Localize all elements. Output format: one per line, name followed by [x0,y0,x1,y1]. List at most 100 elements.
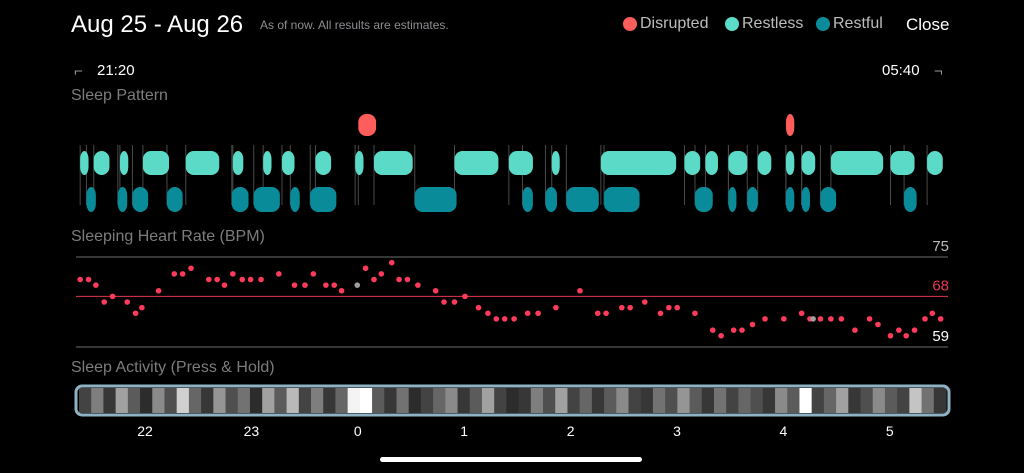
pattern-restful-segment [290,187,300,212]
pattern-restful-segment [747,187,758,212]
hr-point [132,310,139,317]
activity-cell [555,388,569,413]
hr-point [666,304,672,311]
activity-cell [91,388,105,413]
hr-point [553,304,559,311]
hr-point-gray [810,316,816,322]
activity-cell [604,388,617,413]
hr-point [323,282,329,288]
activity-cell [384,388,398,413]
hour-tick-label: 4 [780,423,788,439]
hour-tick-label: 5 [886,423,894,439]
hr-point [603,310,609,317]
activity-cell [921,388,935,413]
hr-point [247,276,254,283]
pattern-restless-segment [93,151,110,175]
activity-cell [506,388,520,413]
pattern-restful-segment [86,187,96,212]
hr-point [535,310,541,317]
pattern-restless-segment [315,151,332,175]
hr-point [911,327,918,333]
end-time: 05:40 [882,62,920,79]
activity-cell [799,388,813,413]
activity-cell [298,388,312,413]
pattern-restful-segment [694,187,713,212]
activity-cell [249,388,263,413]
hr-point [903,332,909,339]
hr-reference-label: 68 [932,277,949,294]
hr-point [362,265,369,272]
pattern-restless-segment [185,151,220,175]
activity-cell [347,388,361,413]
hr-point [171,271,178,277]
pattern-restless-segment [119,151,129,175]
activity-cell [286,388,300,413]
activity-cell [372,388,385,413]
activity-cell [262,388,275,413]
pattern-restless-segment [830,151,884,175]
activity-cell [481,388,495,413]
activity-cell [579,388,593,413]
hr-point [404,276,411,283]
hr-point [657,310,664,317]
activity-cell [616,388,630,413]
activity-cell [274,388,288,413]
sleep-pattern-heading: Sleep Pattern [71,87,168,104]
activity-cell [494,388,507,413]
activity-cell [701,388,715,413]
pattern-restless-segment [373,151,413,175]
activity-cell [445,388,459,413]
hr-point [214,276,220,283]
activity-cell [652,388,666,413]
hr-point [205,276,212,283]
activity-cell [628,388,642,413]
pattern-restful-segment [117,187,128,212]
close-button[interactable]: Close [906,15,950,34]
pattern-restless-segment [757,151,772,175]
pattern-restless-segment [785,151,795,175]
home-indicator[interactable] [380,457,642,462]
hr-point [674,304,680,311]
hr-point [937,316,944,322]
hr-point [730,327,737,333]
hour-tick-label: 22 [137,423,153,439]
pattern-restful-segment [801,187,810,212]
hr-point [441,299,447,305]
hr-point [331,282,338,288]
hr-point [378,271,385,277]
pattern-restful-segment [785,187,795,212]
activity-cell [237,388,251,413]
estimate-note: As of now. All results are estimates. [260,18,449,32]
hr-point [239,276,246,283]
activity-cell [823,388,837,413]
legend-disrupted-label: Disrupted [640,15,709,32]
hr-point [718,332,724,339]
activity-cell [787,388,801,413]
pattern-restful-segment [310,187,337,212]
sleep-activity-heading: Sleep Activity (Press & Hold) [71,359,275,376]
activity-cell [115,388,129,413]
hr-reference-label: 59 [932,328,949,345]
pattern-disrupted-segment [785,114,795,136]
restful-dot-icon [816,17,830,31]
activity-cell [543,388,556,413]
activity-cell [518,388,532,413]
activity-cell [567,388,581,413]
pattern-restless-segment [232,151,244,175]
hr-point [641,299,648,305]
activity-cell [188,388,202,413]
hr-point [109,293,116,300]
activity-cell [103,388,117,413]
activity-cell [775,388,788,413]
hr-point [415,282,421,288]
hr-point [501,316,508,322]
activity-cell [872,388,886,413]
hr-point [618,304,625,311]
hr-point [124,299,131,305]
hr-point [749,321,756,328]
hr-point [709,327,716,333]
pattern-restful-segment [132,187,149,212]
pattern-restless-segment [508,151,533,175]
pattern-restless-segment [281,151,295,175]
activity-cell [152,388,166,413]
